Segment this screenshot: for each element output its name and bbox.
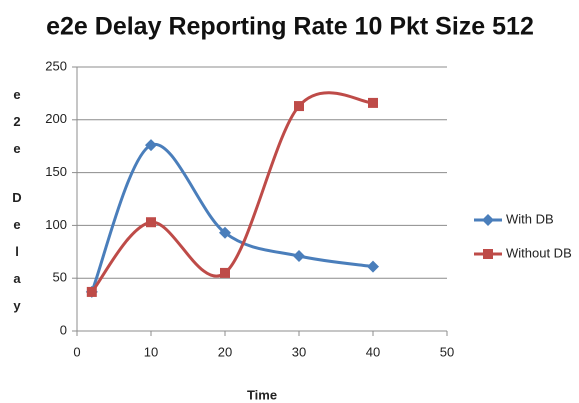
legend-label: Without DB [506,245,572,260]
data-point [219,226,231,239]
data-point [293,250,305,263]
chart-title: e2e Delay Reporting Rate 10 Pkt Size 512 [46,13,534,41]
data-point [220,267,230,278]
y-tick-label: 100 [45,217,67,232]
data-point [86,286,97,297]
legend-label: With DB [506,211,554,226]
x-tick-label: 40 [366,344,380,359]
x-tick-label: 50 [440,344,454,359]
x-axis-label: Time [247,387,277,402]
y-tick-label: 150 [45,164,67,179]
x-tick-label: 10 [144,344,158,359]
x-tick-label: 30 [292,344,306,359]
data-point [368,97,378,108]
data-point [367,260,379,273]
x-tick-label: 20 [218,344,232,359]
x-tick-label: 0 [73,344,80,359]
y-tick-label: 250 [45,58,67,73]
legend-marker [483,249,493,259]
data-point [145,139,157,152]
series-line [90,142,374,293]
y-tick-label: 200 [45,111,67,126]
legend-marker [482,214,494,226]
y-tick-label: 50 [53,270,67,285]
y-tick-label: 0 [60,322,67,337]
data-point [146,217,156,228]
data-point [294,101,304,112]
